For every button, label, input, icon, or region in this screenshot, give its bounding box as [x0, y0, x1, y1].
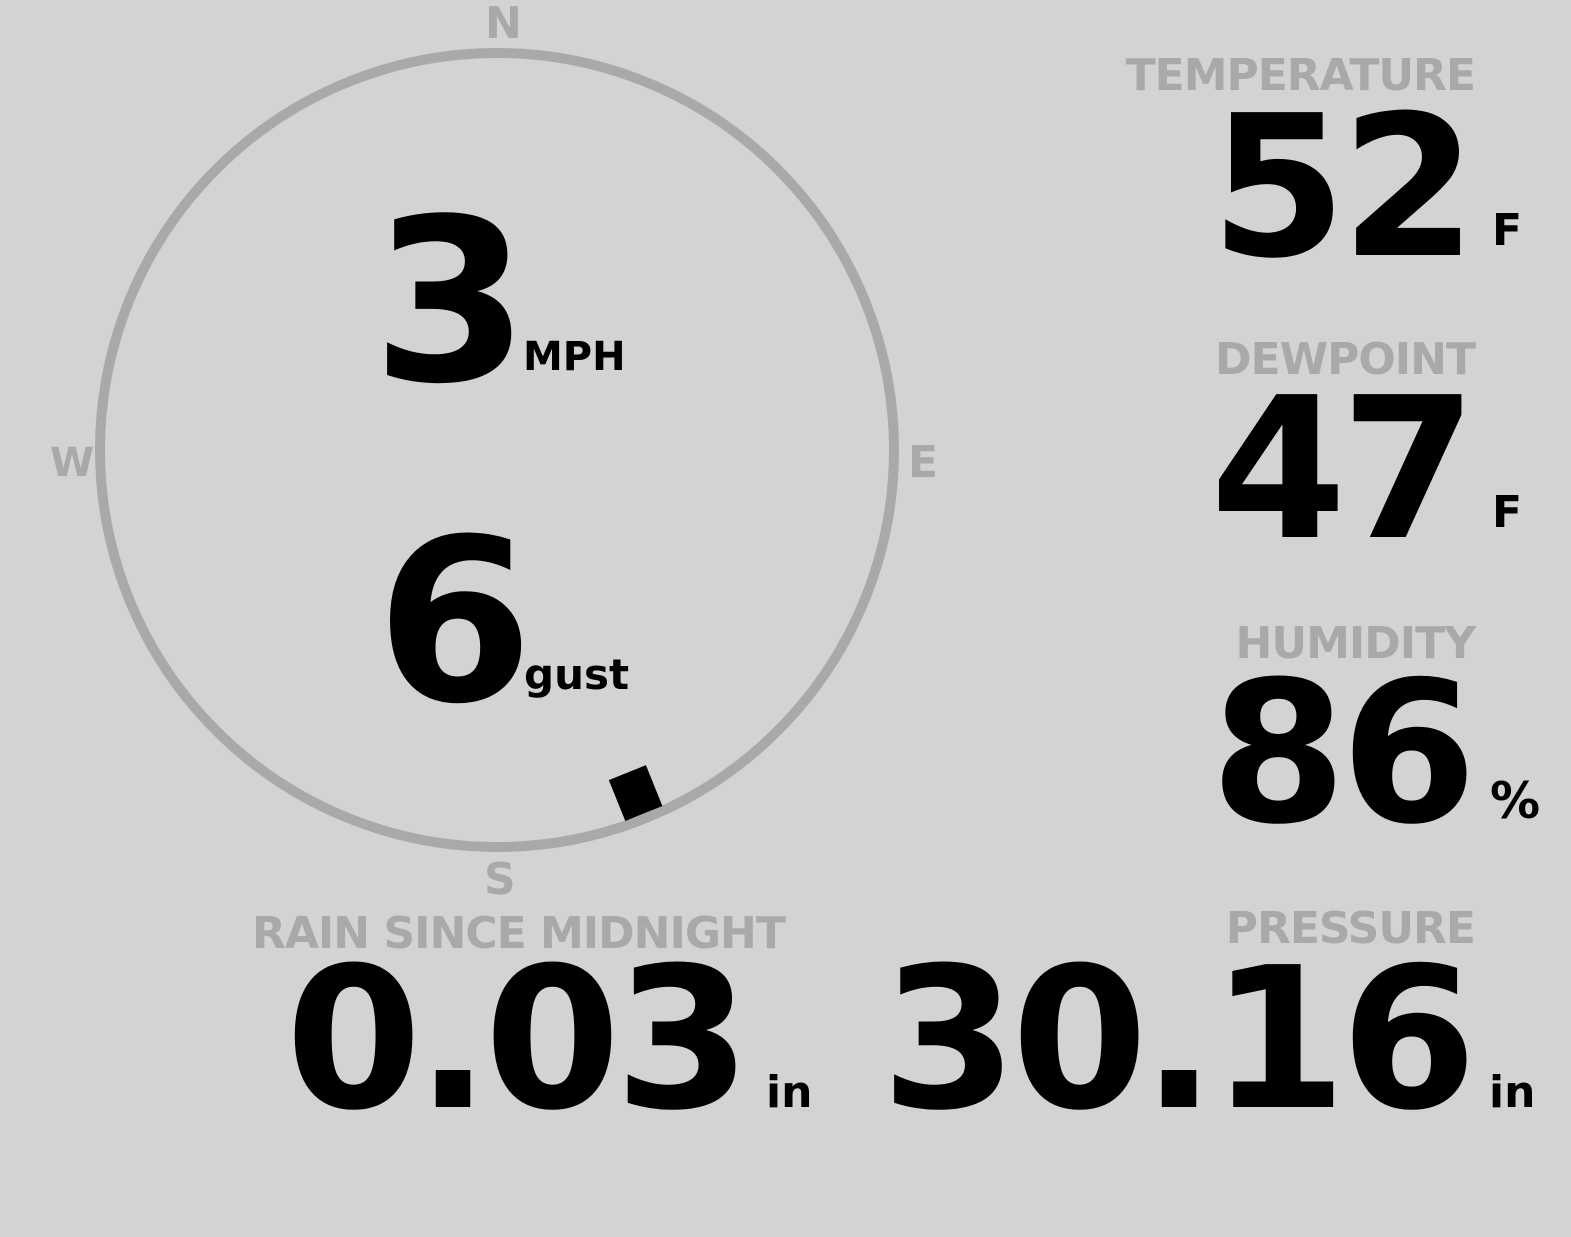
compass-north: N — [485, 0, 522, 49]
dewpoint-unit: F — [1492, 487, 1523, 538]
dewpoint-label: DEWPOINT — [1215, 334, 1476, 385]
humidity-value: 86 — [1210, 640, 1477, 868]
compass-south: S — [484, 854, 516, 905]
pressure-unit: in — [1489, 1067, 1536, 1118]
temperature-value: 52 — [1210, 74, 1477, 302]
dewpoint-value: 47 — [1210, 356, 1477, 584]
compass-west: W — [50, 440, 95, 486]
temperature-label: TEMPERATURE — [1125, 50, 1476, 101]
wind-speed-value: 3 — [372, 171, 529, 434]
compass-ring — [95, 48, 899, 852]
temperature-unit: F — [1492, 205, 1523, 256]
wind-gust-value: 6 — [376, 491, 533, 754]
pressure-value: 30.16 — [881, 926, 1477, 1154]
compass-east: E — [908, 437, 939, 488]
wind-compass — [95, 48, 899, 852]
humidity-label: HUMIDITY — [1235, 618, 1476, 669]
rain-value: 0.03 — [285, 926, 751, 1154]
wind-gust-unit: gust — [524, 650, 630, 699]
rain-unit: in — [766, 1067, 813, 1118]
wind-direction-marker — [608, 765, 663, 821]
rain-label: RAIN SINCE MIDNIGHT — [252, 908, 786, 959]
wind-speed-unit: MPH — [523, 334, 626, 380]
pressure-label: PRESSURE — [1225, 903, 1476, 954]
humidity-unit: % — [1490, 772, 1541, 830]
